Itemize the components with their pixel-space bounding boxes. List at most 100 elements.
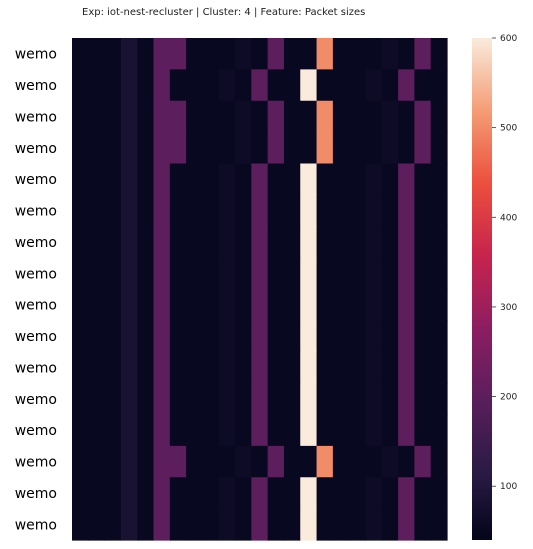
heatmap-cell [88, 38, 106, 70]
heatmap-cell [283, 69, 301, 102]
row-label: wemo [15, 141, 57, 157]
heatmap-cell [88, 320, 106, 353]
heatmap-cells [72, 38, 448, 541]
heatmap-cell [251, 383, 269, 416]
heatmap-cell [381, 194, 399, 227]
heatmap-cell [267, 508, 285, 541]
heatmap-cell [430, 132, 448, 165]
heatmap-cell [104, 257, 122, 290]
heatmap-cell [430, 383, 448, 416]
row-label: wemo [15, 455, 57, 471]
heatmap-cell [300, 383, 318, 416]
heatmap-cell [202, 100, 220, 133]
heatmap-cell [332, 289, 350, 321]
heatmap-cell [153, 69, 171, 102]
row-label: wemo [15, 172, 57, 188]
heatmap-cell [365, 257, 383, 290]
heatmap-cell [186, 508, 204, 541]
heatmap-cell [316, 445, 334, 478]
heatmap-cell [104, 351, 122, 384]
colorbar-tick-label: 300 [500, 303, 517, 313]
heatmap-cell [349, 320, 367, 353]
heatmap-cell [283, 38, 301, 70]
heatmap-cell [430, 163, 448, 196]
row-label: wemo [15, 78, 57, 94]
heatmap-cell [202, 194, 220, 227]
heatmap-cell [365, 194, 383, 227]
heatmap-cell [218, 414, 236, 447]
heatmap-cell [283, 194, 301, 227]
heatmap-cell [169, 100, 187, 133]
heatmap-cell [120, 257, 138, 290]
heatmap-cell [72, 226, 89, 259]
heatmap-cell [251, 226, 269, 259]
heatmap-cell [72, 351, 89, 384]
heatmap-cell [186, 445, 204, 478]
heatmap-cell [365, 477, 383, 510]
heatmap-cell [120, 226, 138, 259]
heatmap-cell [332, 69, 350, 102]
heatmap-cell [398, 414, 415, 447]
heatmap-cell [202, 257, 220, 290]
heatmap-cell [300, 508, 318, 541]
heatmap-cell [169, 194, 187, 227]
heatmap-cell [332, 320, 350, 353]
heatmap-cell [398, 194, 415, 227]
heatmap-cell [398, 132, 415, 165]
heatmap-cell [300, 194, 318, 227]
heatmap-cell [267, 383, 285, 416]
heatmap-cell [202, 289, 220, 321]
heatmap-cell [332, 100, 350, 133]
heatmap-cell [218, 132, 236, 165]
heatmap-cell [235, 289, 252, 321]
heatmap-cell [137, 38, 155, 70]
heatmap-cell [398, 163, 415, 196]
heatmap-cell [104, 414, 122, 447]
heatmap-cell [316, 289, 334, 321]
heatmap-cell [169, 38, 187, 70]
heatmap-cell [186, 351, 204, 384]
heatmap-cell [381, 414, 399, 447]
heatmap-cell [88, 508, 106, 541]
heatmap-cell [104, 445, 122, 478]
heatmap-cell [430, 477, 448, 510]
heatmap-cell [72, 100, 89, 133]
heatmap-cell [88, 69, 106, 102]
heatmap-cell [251, 132, 269, 165]
heatmap-cell [316, 351, 334, 384]
heatmap-cell [398, 383, 415, 416]
heatmap-cell [430, 100, 448, 133]
row-label: wemo [15, 298, 57, 314]
heatmap-cell [430, 289, 448, 321]
heatmap-cell [316, 383, 334, 416]
heatmap-cell [169, 383, 187, 416]
heatmap-cell [398, 351, 415, 384]
heatmap-cell [235, 194, 252, 227]
heatmap-cell [153, 132, 171, 165]
heatmap-cell [218, 226, 236, 259]
row-label: wemo [15, 486, 57, 502]
heatmap-cell [251, 508, 269, 541]
heatmap-cell [88, 289, 106, 321]
heatmap-cell [169, 226, 187, 259]
heatmap-cell [267, 257, 285, 290]
row-label: wemo [15, 329, 57, 345]
heatmap-cell [267, 38, 285, 70]
heatmap-cell [398, 226, 415, 259]
heatmap-cell [332, 445, 350, 478]
heatmap-cell [169, 257, 187, 290]
heatmap-cell [283, 508, 301, 541]
heatmap-cell [267, 163, 285, 196]
heatmap-cell [104, 320, 122, 353]
heatmap-cell [104, 226, 122, 259]
heatmap-cell [414, 132, 432, 165]
heatmap-cell [430, 257, 448, 290]
heatmap-cell [398, 508, 415, 541]
heatmap-cell [186, 477, 204, 510]
heatmap-cell [349, 508, 367, 541]
heatmap-cell [381, 351, 399, 384]
row-label: wemo [15, 47, 57, 63]
heatmap-cell [349, 163, 367, 196]
heatmap-cell [300, 163, 318, 196]
